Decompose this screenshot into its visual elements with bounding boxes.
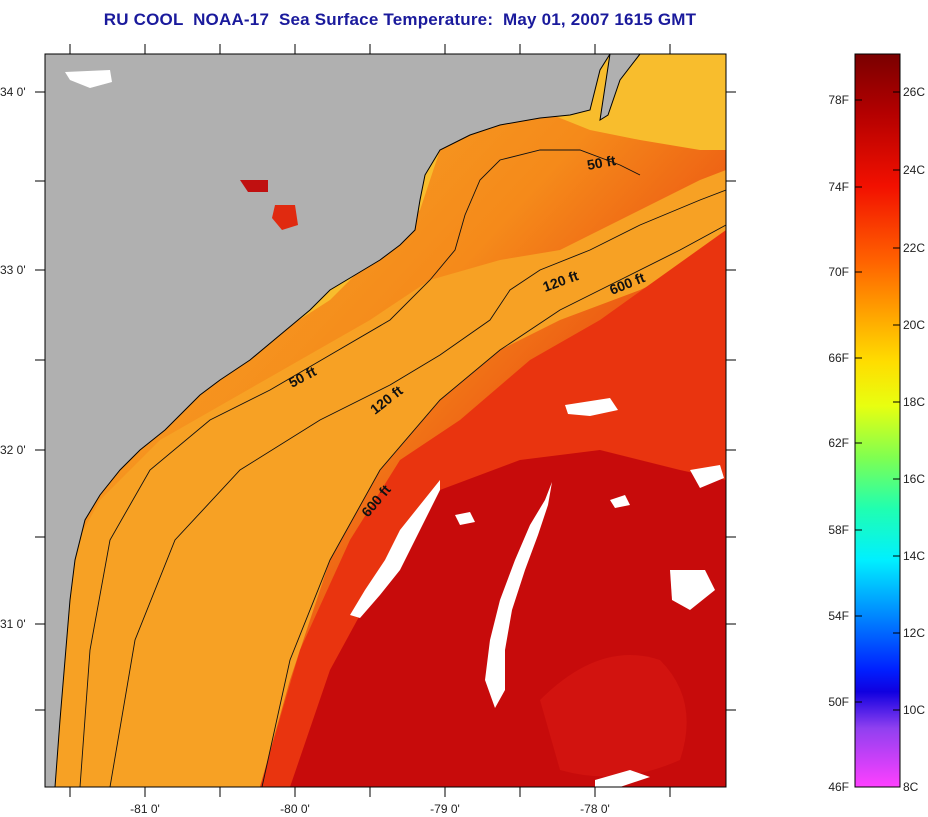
inland-warm-patch (272, 205, 298, 230)
lon-label-79: -79 0' (430, 802, 460, 816)
gulf-stream-eddy (540, 655, 687, 777)
lat-label-32: 32 0' (0, 443, 26, 457)
lon-label-78: -78 0' (580, 802, 610, 816)
isobath-50ft (79, 149, 641, 787)
cloud-cover (65, 70, 724, 787)
lon-label-81: -81 0' (130, 802, 160, 816)
lat-label-33: 33 0' (0, 263, 26, 277)
shelf-water (45, 54, 726, 787)
lat-label-31: 31 0' (0, 617, 26, 631)
land-mass (45, 54, 611, 787)
map-frame (44, 53, 727, 788)
lat-ticks (35, 91, 736, 711)
map-title: RU COOL NOAA-17 Sea Surface Temperature:… (103, 10, 697, 29)
lon-ticks (69, 44, 671, 797)
lat-label-34: 34 0' (0, 85, 26, 99)
nearshore-water (45, 170, 726, 787)
inland-warm-patch-2 (240, 180, 268, 192)
contour-label-50ft-north: 50 ft (586, 152, 617, 173)
isobath-120ft (109, 189, 726, 787)
lon-label-80: -80 0' (280, 802, 310, 816)
isobath-600ft (261, 224, 726, 787)
cape-island (599, 54, 641, 122)
